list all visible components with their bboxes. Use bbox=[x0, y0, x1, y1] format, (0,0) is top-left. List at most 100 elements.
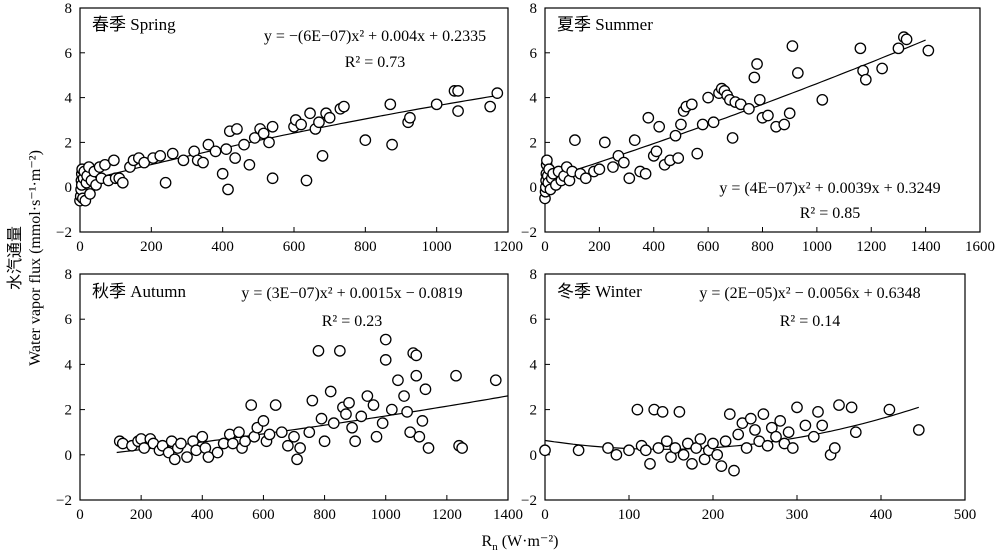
y-tick-label: 0 bbox=[65, 180, 73, 196]
r-squared: R² = 0.85 bbox=[800, 205, 861, 222]
data-point bbox=[652, 442, 665, 454]
data-point bbox=[410, 369, 423, 382]
data-point bbox=[715, 460, 728, 472]
y-tick-label: −2 bbox=[521, 225, 537, 241]
data-point bbox=[245, 399, 258, 411]
data-point bbox=[707, 437, 719, 450]
y-tick-label: 2 bbox=[65, 135, 73, 151]
data-point bbox=[617, 156, 630, 169]
data-point bbox=[316, 149, 329, 162]
data-point bbox=[231, 123, 243, 135]
data-point bbox=[849, 426, 862, 439]
data-point bbox=[257, 415, 270, 427]
data-point bbox=[631, 403, 644, 416]
data-point bbox=[238, 138, 250, 151]
data-point bbox=[807, 430, 820, 443]
data-point bbox=[672, 152, 685, 164]
y-tick-label: 4 bbox=[530, 357, 538, 373]
y-tick-label: 4 bbox=[65, 357, 73, 373]
data-point bbox=[828, 442, 841, 454]
data-point bbox=[669, 129, 682, 142]
data-point bbox=[343, 396, 355, 409]
x-tick-label: 300 bbox=[786, 507, 809, 523]
data-point bbox=[385, 403, 398, 416]
x-tick-label: 600 bbox=[252, 507, 275, 523]
data-point bbox=[422, 442, 435, 454]
data-point bbox=[778, 118, 791, 131]
data-point bbox=[295, 118, 307, 131]
y-tick-label: −2 bbox=[56, 225, 72, 241]
r-squared: R² = 0.73 bbox=[345, 54, 406, 71]
data-point bbox=[222, 183, 234, 196]
data-point bbox=[303, 426, 316, 439]
panel-title: 冬季 Winter bbox=[557, 282, 642, 301]
data-point bbox=[108, 154, 120, 167]
data-point bbox=[306, 394, 319, 407]
r-squared: R² = 0.23 bbox=[322, 313, 383, 330]
y-tick-label: 8 bbox=[65, 267, 73, 283]
data-point bbox=[791, 67, 804, 79]
data-point bbox=[602, 442, 614, 454]
data-point bbox=[610, 448, 623, 461]
data-point bbox=[707, 116, 720, 129]
data-point bbox=[719, 435, 732, 448]
y-tick-label: 0 bbox=[530, 180, 538, 196]
data-point bbox=[686, 457, 698, 470]
x-tick-label: 400 bbox=[870, 507, 893, 523]
data-point bbox=[202, 451, 215, 463]
data-point bbox=[728, 464, 740, 477]
data-point bbox=[202, 138, 215, 151]
data-point bbox=[799, 419, 812, 432]
data-point bbox=[816, 93, 829, 106]
y-tick-label: 6 bbox=[530, 46, 538, 62]
data-point bbox=[263, 428, 276, 441]
data-point bbox=[266, 120, 279, 133]
data-point bbox=[623, 172, 636, 185]
data-point bbox=[266, 172, 279, 185]
data-point bbox=[694, 433, 707, 445]
data-point bbox=[644, 457, 656, 470]
data-point bbox=[154, 149, 167, 162]
data-point bbox=[628, 134, 641, 147]
plot-frame bbox=[79, 273, 509, 501]
data-point bbox=[327, 417, 340, 430]
data-point bbox=[367, 399, 380, 411]
data-point bbox=[845, 401, 858, 414]
y-tick-label: 4 bbox=[65, 91, 73, 107]
data-point bbox=[744, 412, 757, 425]
r-squared: R² = 0.14 bbox=[780, 313, 841, 330]
data-point bbox=[572, 444, 585, 457]
x-tick-label: 1200 bbox=[493, 239, 523, 255]
data-point bbox=[229, 152, 241, 164]
data-point bbox=[922, 44, 935, 57]
data-point bbox=[227, 437, 239, 450]
data-point bbox=[743, 102, 755, 115]
data-point bbox=[484, 100, 497, 113]
data-point bbox=[660, 435, 673, 448]
y-tick-label: 8 bbox=[530, 1, 538, 17]
data-point bbox=[762, 109, 774, 122]
data-point bbox=[288, 430, 300, 443]
y-tick-label: −2 bbox=[521, 493, 537, 509]
data-point bbox=[900, 33, 913, 46]
data-point bbox=[233, 426, 245, 439]
data-point bbox=[211, 446, 224, 459]
data-point bbox=[711, 448, 724, 461]
data-point bbox=[181, 451, 193, 463]
data-point bbox=[324, 385, 337, 398]
data-point bbox=[379, 333, 392, 346]
data-point bbox=[376, 417, 389, 430]
fit-equation: y = −(6E−07)x² + 0.004x + 0.2335 bbox=[264, 28, 486, 45]
data-point bbox=[349, 435, 361, 448]
fit-curve bbox=[79, 94, 498, 183]
data-point bbox=[282, 439, 294, 452]
panel-title: 秋季 Autumn bbox=[92, 282, 186, 301]
data-point bbox=[812, 406, 824, 418]
data-point bbox=[291, 453, 303, 466]
data-point bbox=[598, 136, 611, 149]
x-axis-label-sub: n bbox=[492, 541, 498, 553]
x-tick-label: 800 bbox=[751, 239, 774, 255]
data-point bbox=[177, 154, 190, 167]
